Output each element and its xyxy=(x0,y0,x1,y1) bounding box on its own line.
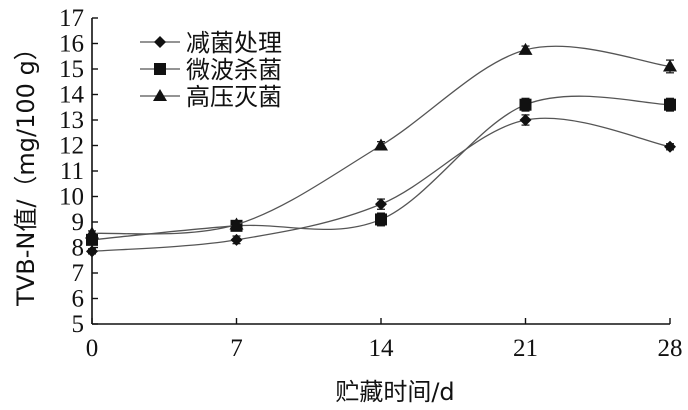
y-tick-label: 9 xyxy=(72,209,85,236)
data-point xyxy=(375,213,387,226)
data-point xyxy=(664,98,676,111)
data-point xyxy=(154,36,166,48)
x-tick-label: 28 xyxy=(658,335,683,362)
data-point xyxy=(519,98,532,111)
x-tick-label: 21 xyxy=(513,335,538,362)
data-point xyxy=(154,63,166,75)
data-point xyxy=(519,114,532,126)
data-point xyxy=(663,59,677,72)
y-tick-label: 14 xyxy=(59,82,85,109)
legend-item: 微波杀菌 xyxy=(140,56,282,84)
y-tick-label: 16 xyxy=(59,31,84,58)
data-point xyxy=(153,89,167,101)
y-tick-label: 12 xyxy=(59,133,84,160)
y-axis-title: TVB-N值/（mg/100 g） xyxy=(12,36,40,307)
data-point xyxy=(518,42,533,55)
x-tick-label: 14 xyxy=(369,335,395,362)
series-2 xyxy=(86,95,676,246)
series-3 xyxy=(85,42,677,239)
legend-label: 减菌处理 xyxy=(186,29,282,57)
x-tick-label: 0 xyxy=(86,335,99,362)
y-tick-label: 17 xyxy=(59,5,84,32)
x-tick-label: 7 xyxy=(230,335,243,362)
series-1 xyxy=(86,114,676,258)
data-point xyxy=(229,217,244,230)
y-tick-label: 15 xyxy=(59,56,84,83)
legend-item: 高压灭菌 xyxy=(140,83,282,111)
data-point xyxy=(374,138,388,151)
x-axis-title: 贮藏时间/d xyxy=(335,378,454,406)
y-tick-label: 7 xyxy=(72,260,85,287)
y-tick-label: 11 xyxy=(60,158,84,185)
y-tick-label: 6 xyxy=(72,286,85,313)
legend-item: 减菌处理 xyxy=(140,29,282,57)
y-tick-label: 10 xyxy=(59,184,84,211)
y-tick-label: 13 xyxy=(59,107,84,134)
data-point xyxy=(375,198,387,211)
y-tick-label: 5 xyxy=(72,311,85,338)
data-point xyxy=(230,233,243,246)
axes xyxy=(91,18,670,325)
series-layer xyxy=(85,42,677,258)
data-point xyxy=(86,245,98,258)
data-point xyxy=(664,140,676,153)
y-tick-label: 8 xyxy=(72,235,85,262)
data-point xyxy=(85,226,99,239)
x-ticks: 0 7 14 21 28 xyxy=(86,318,683,362)
legend-label: 微波杀菌 xyxy=(186,56,282,84)
legend-label: 高压灭菌 xyxy=(186,83,282,111)
